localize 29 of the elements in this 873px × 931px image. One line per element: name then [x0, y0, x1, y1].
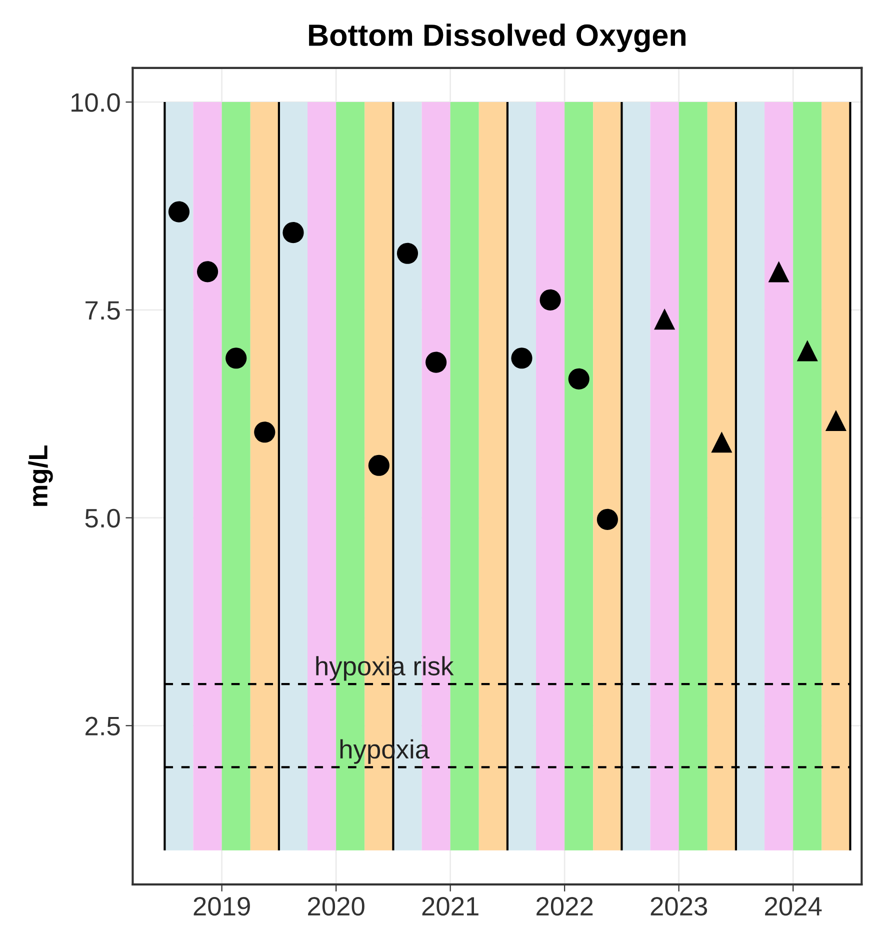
point: [768, 261, 790, 282]
x-tick-label: 2021: [422, 896, 478, 916]
x-tick-label: 2022: [536, 896, 593, 916]
y-tick-label: 10.0: [72, 93, 120, 112]
point: [368, 454, 390, 476]
y-tick-label: 5.0: [85, 508, 120, 528]
y-tick-label: 7.5: [86, 301, 120, 320]
point: [511, 348, 532, 369]
x-tick-label: 2023: [650, 896, 708, 916]
x-tick-label: 2020: [308, 896, 364, 916]
point: [226, 348, 247, 369]
point: [596, 508, 618, 530]
point: [197, 261, 218, 282]
point: [711, 432, 732, 453]
x-tick-label: 2019: [194, 896, 250, 916]
y-tick-label: 2.5: [86, 716, 120, 736]
point: [282, 222, 304, 244]
point: [540, 289, 561, 310]
point: [796, 340, 818, 362]
x-tick-label: 2024: [765, 896, 822, 916]
point: [568, 368, 590, 390]
y-axis-title: mg/L: [28, 446, 53, 506]
point: [654, 308, 676, 330]
point: [426, 352, 447, 373]
point: [825, 410, 846, 432]
point: [168, 201, 190, 222]
point: [396, 242, 418, 264]
chart-title: Bottom Dissolved Oxygen: [309, 24, 686, 52]
point: [254, 422, 276, 443]
